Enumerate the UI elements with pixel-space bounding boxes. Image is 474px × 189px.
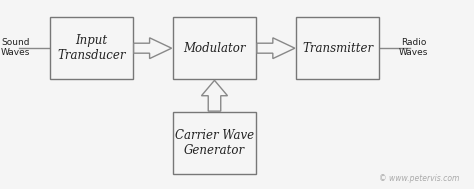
Polygon shape	[257, 38, 295, 59]
Text: Sound
Waves: Sound Waves	[0, 38, 30, 57]
Text: Transmitter: Transmitter	[302, 42, 374, 55]
Polygon shape	[201, 80, 228, 111]
Text: © www.petervis.com: © www.petervis.com	[379, 174, 460, 183]
Text: Modulator: Modulator	[183, 42, 246, 55]
Bar	[173, 17, 256, 79]
Bar	[50, 17, 133, 79]
Text: Input
Transducer: Input Transducer	[57, 34, 126, 62]
Bar	[173, 112, 256, 174]
Bar	[296, 17, 379, 79]
Text: Carrier Wave
Generator: Carrier Wave Generator	[175, 129, 254, 157]
Text: Radio
Waves: Radio Waves	[399, 38, 428, 57]
Polygon shape	[134, 38, 172, 59]
